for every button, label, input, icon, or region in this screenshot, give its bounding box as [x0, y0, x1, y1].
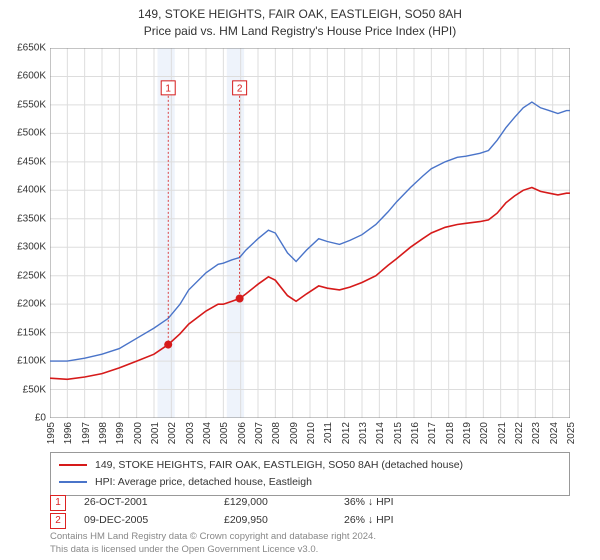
- x-tick-label: 1997: [81, 422, 92, 444]
- x-tick-label: 1998: [98, 422, 109, 444]
- x-tick-label: 2009: [289, 422, 300, 444]
- x-tick-label: 2024: [549, 422, 560, 444]
- x-tick-label: 1999: [115, 422, 126, 444]
- sale-row: 2 09-DEC-2005£209,95026% ↓ HPI: [50, 512, 570, 530]
- x-tick-label: 2011: [323, 422, 334, 444]
- legend-label: HPI: Average price, detached house, East…: [95, 474, 312, 491]
- x-tick-label: 2008: [271, 422, 282, 444]
- x-tick-label: 2018: [445, 422, 456, 444]
- x-tick-label: 2006: [237, 422, 248, 444]
- x-tick-label: 2023: [531, 422, 542, 444]
- y-tick-label: £50K: [23, 384, 46, 395]
- x-tick-label: 2004: [202, 422, 213, 444]
- x-tick-label: 1996: [63, 422, 74, 444]
- x-tick-label: 2000: [133, 422, 144, 444]
- y-tick-label: £350K: [17, 213, 46, 224]
- y-tick-label: £450K: [17, 156, 46, 167]
- sale-diff: 36% ↓ HPI: [344, 494, 464, 512]
- x-tick-label: 2015: [393, 422, 404, 444]
- footer-attribution: Contains HM Land Registry data © Crown c…: [50, 531, 376, 556]
- sale-marker-number: 2: [237, 83, 243, 94]
- legend-swatch: [59, 464, 87, 466]
- x-tick-label: 2016: [410, 422, 421, 444]
- sale-price: £209,950: [224, 512, 344, 530]
- sale-marker-dot: [164, 341, 172, 349]
- title-line-2: Price paid vs. HM Land Registry's House …: [0, 23, 600, 40]
- sale-list: 1 26-OCT-2001£129,00036% ↓ HPI 2 09-DEC-200…: [50, 494, 570, 530]
- x-tick-label: 2005: [219, 422, 230, 444]
- x-tick-label: 2017: [427, 422, 438, 444]
- legend-swatch: [59, 481, 87, 483]
- chart-title: 149, STOKE HEIGHTS, FAIR OAK, EASTLEIGH,…: [0, 0, 600, 40]
- legend-label: 149, STOKE HEIGHTS, FAIR OAK, EASTLEIGH,…: [95, 457, 463, 474]
- footer-line-2: This data is licensed under the Open Gov…: [50, 544, 376, 556]
- y-tick-label: £300K: [17, 242, 46, 253]
- x-tick-label: 2001: [150, 422, 161, 444]
- footer-line-1: Contains HM Land Registry data © Crown c…: [50, 531, 376, 543]
- x-tick-label: 2012: [341, 422, 352, 444]
- x-tick-label: 2014: [375, 422, 386, 444]
- y-tick-label: £150K: [17, 327, 46, 338]
- x-tick-label: 2013: [358, 422, 369, 444]
- y-tick-label: £600K: [17, 71, 46, 82]
- sale-badge: 2: [50, 513, 66, 529]
- y-tick-label: £500K: [17, 128, 46, 139]
- x-tick-label: 2019: [462, 422, 473, 444]
- y-tick-label: £400K: [17, 185, 46, 196]
- y-tick-label: £200K: [17, 299, 46, 310]
- sale-date: 09-DEC-2005: [84, 512, 224, 530]
- legend-item: HPI: Average price, detached house, East…: [59, 474, 561, 491]
- x-tick-label: 1995: [46, 422, 57, 444]
- sale-price: £129,000: [224, 494, 344, 512]
- legend-item: 149, STOKE HEIGHTS, FAIR OAK, EASTLEIGH,…: [59, 457, 561, 474]
- title-line-1: 149, STOKE HEIGHTS, FAIR OAK, EASTLEIGH,…: [0, 6, 600, 23]
- x-tick-label: 2007: [254, 422, 265, 444]
- x-tick-label: 2025: [566, 422, 577, 444]
- y-tick-label: £0: [35, 413, 46, 424]
- y-tick-label: £650K: [17, 43, 46, 54]
- y-tick-label: £550K: [17, 99, 46, 110]
- sale-marker-dot: [236, 294, 244, 302]
- sale-badge: 1: [50, 495, 66, 511]
- x-tick-label: 2010: [306, 422, 317, 444]
- sale-date: 26-OCT-2001: [84, 494, 224, 512]
- chart: 12 £0£50K£100K£150K£200K£250K£300K£350K£…: [50, 48, 570, 418]
- sale-marker-number: 1: [165, 83, 171, 94]
- x-tick-label: 2022: [514, 422, 525, 444]
- x-tick-label: 2002: [167, 422, 178, 444]
- y-tick-label: £250K: [17, 270, 46, 281]
- x-tick-label: 2020: [479, 422, 490, 444]
- sale-diff: 26% ↓ HPI: [344, 512, 464, 530]
- x-tick-label: 2003: [185, 422, 196, 444]
- y-tick-label: £100K: [17, 356, 46, 367]
- sale-row: 1 26-OCT-2001£129,00036% ↓ HPI: [50, 494, 570, 512]
- x-tick-label: 2021: [497, 422, 508, 444]
- legend: 149, STOKE HEIGHTS, FAIR OAK, EASTLEIGH,…: [50, 452, 570, 496]
